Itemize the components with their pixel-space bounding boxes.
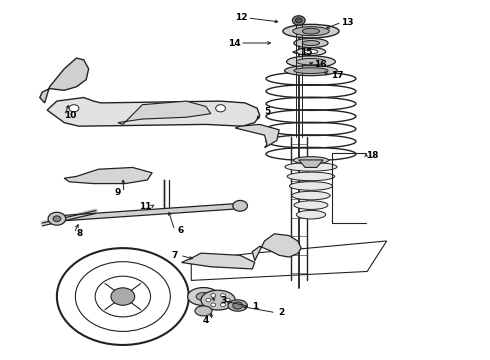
Circle shape <box>216 105 225 112</box>
Text: 14: 14 <box>228 39 241 48</box>
Ellipse shape <box>296 48 326 55</box>
Ellipse shape <box>304 49 318 54</box>
Ellipse shape <box>302 28 319 34</box>
Polygon shape <box>299 160 323 167</box>
Ellipse shape <box>195 306 212 316</box>
Circle shape <box>295 18 302 23</box>
Text: 10: 10 <box>64 111 76 120</box>
Circle shape <box>293 16 305 25</box>
Ellipse shape <box>188 288 220 306</box>
Ellipse shape <box>292 191 330 200</box>
Ellipse shape <box>283 24 339 38</box>
Circle shape <box>225 298 230 302</box>
Ellipse shape <box>302 41 319 45</box>
Text: 11: 11 <box>139 202 151 211</box>
Circle shape <box>211 303 216 307</box>
Ellipse shape <box>285 163 337 171</box>
Text: 1: 1 <box>252 302 258 311</box>
Text: 7: 7 <box>171 251 177 260</box>
Text: 16: 16 <box>315 60 327 69</box>
Circle shape <box>111 288 135 305</box>
Ellipse shape <box>285 66 337 76</box>
Text: 12: 12 <box>235 13 248 22</box>
Polygon shape <box>235 125 279 148</box>
Ellipse shape <box>296 58 326 65</box>
Ellipse shape <box>294 157 329 164</box>
Text: 18: 18 <box>366 151 378 160</box>
Text: 2: 2 <box>278 308 285 317</box>
Ellipse shape <box>296 210 326 219</box>
Circle shape <box>53 216 61 222</box>
Text: 5: 5 <box>264 107 270 116</box>
Text: 13: 13 <box>342 18 354 27</box>
Polygon shape <box>40 58 89 103</box>
Ellipse shape <box>287 172 335 181</box>
Polygon shape <box>47 98 260 126</box>
Circle shape <box>233 201 247 211</box>
Ellipse shape <box>196 293 211 301</box>
Ellipse shape <box>294 201 328 210</box>
Circle shape <box>220 294 225 297</box>
Polygon shape <box>252 234 301 261</box>
Text: 3: 3 <box>220 296 226 305</box>
Circle shape <box>48 212 66 225</box>
Ellipse shape <box>287 56 335 67</box>
Circle shape <box>211 294 216 297</box>
Polygon shape <box>57 203 240 221</box>
Polygon shape <box>118 101 211 125</box>
Polygon shape <box>181 253 255 269</box>
Ellipse shape <box>290 182 332 190</box>
Text: 9: 9 <box>115 188 121 197</box>
Text: 8: 8 <box>77 229 83 238</box>
Text: 15: 15 <box>300 48 312 57</box>
Text: 17: 17 <box>331 71 343 80</box>
Ellipse shape <box>228 300 247 311</box>
Ellipse shape <box>294 39 328 48</box>
Polygon shape <box>64 167 152 184</box>
Circle shape <box>220 303 225 307</box>
Circle shape <box>69 105 79 112</box>
Text: 6: 6 <box>177 226 184 235</box>
Ellipse shape <box>293 27 329 36</box>
Text: 4: 4 <box>203 316 209 325</box>
Circle shape <box>233 302 243 309</box>
Circle shape <box>206 298 211 302</box>
Ellipse shape <box>294 68 328 73</box>
Ellipse shape <box>201 290 235 310</box>
